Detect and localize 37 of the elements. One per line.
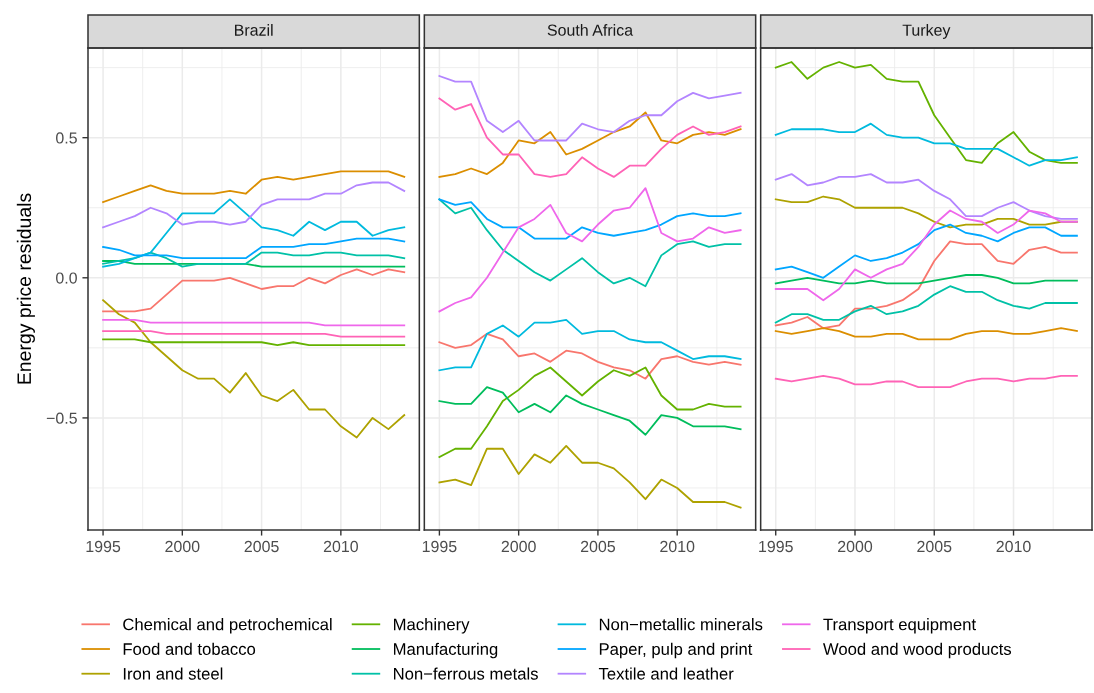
x-tick-label: 1995 [86,540,121,553]
legend-label: Chemical and petrochemical [123,618,332,634]
y-axis-title: Energy price residuals [16,193,35,384]
y-tick-label: −0.5 [46,412,77,424]
x-tick-label: 2010 [323,540,358,553]
legend-label: Manufacturing [394,642,498,659]
line-series [102,299,406,439]
x-tick-label: 1995 [759,540,793,553]
y-tick-label: 0.0 [56,272,77,284]
legend-label: Paper, pulp and print [599,642,753,659]
x-tick-label: 2010 [996,540,1031,553]
legend-label: Non−metallic minerals [599,618,763,631]
x-tick-label: 2005 [580,540,616,553]
line-series [102,198,406,268]
chart-title: South Africa [547,24,634,36]
y-tick-label: 0.5 [56,132,77,144]
legend-label: Food and tobacco [123,642,256,655]
legend-label: Iron and steel [123,667,223,680]
chart-title: Turkey [902,24,951,39]
line-series [102,237,406,260]
line-series [102,170,406,204]
x-tick-label: 2000 [165,540,200,553]
x-tick-label: 2010 [660,540,695,553]
x-tick-label: 2000 [501,540,536,553]
x-tick-label: 1995 [422,540,457,553]
legend-label: Textile and leather [598,667,734,680]
line-series [102,181,406,229]
x-tick-label: 2005 [244,540,279,553]
legend-label: Machinery [394,618,470,634]
chart-title: Brazil [235,24,273,36]
line-series [102,251,406,268]
legend-label: Wood and wood products [823,642,1012,659]
x-tick-label: 2005 [917,540,952,553]
x-tick-label: 2000 [838,540,873,553]
legend-label: Transport equipment [823,618,976,634]
legend-label: Non−ferrous metals [394,667,538,680]
line-series [102,268,406,313]
